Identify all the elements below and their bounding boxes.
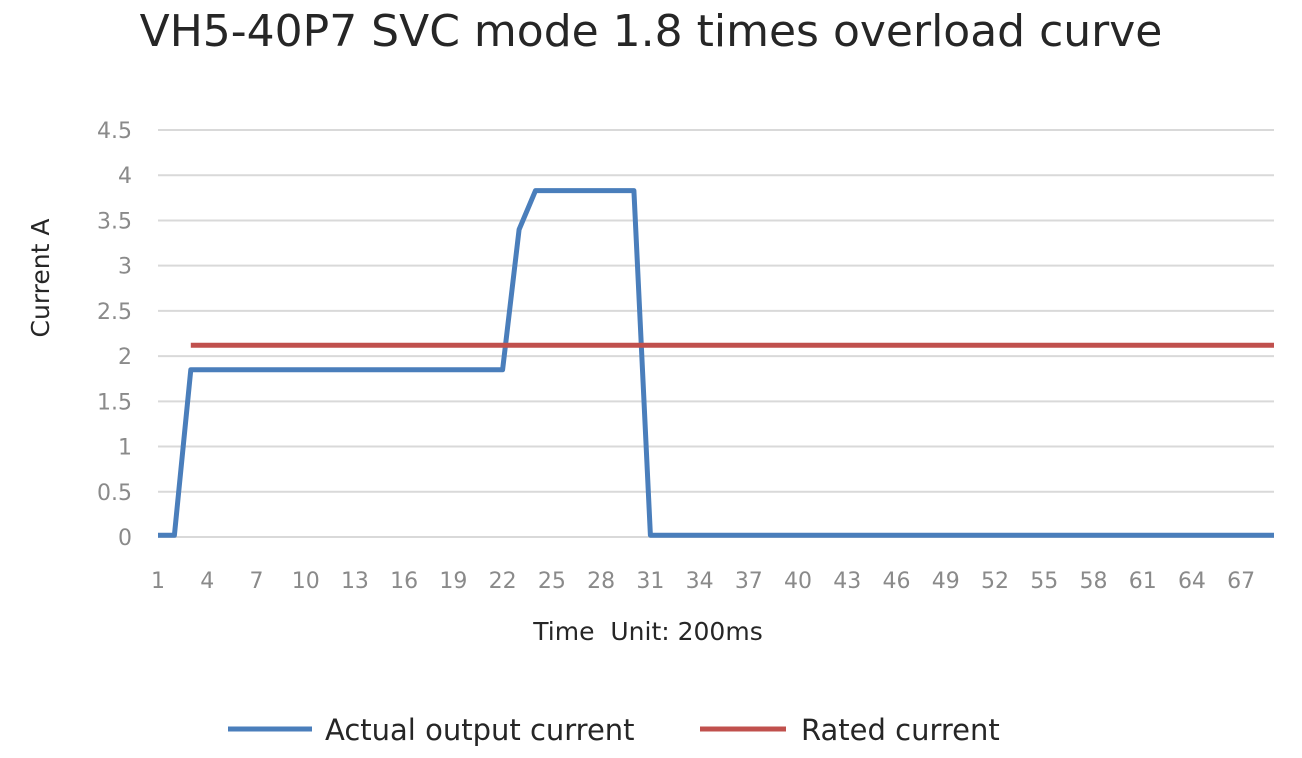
x-tick-label: 10 <box>292 569 320 594</box>
x-tick-label: 25 <box>538 569 566 594</box>
x-tick-label: 22 <box>489 569 517 594</box>
y-axis-ticks: 0 0.5 1 1.5 2 2.5 3 3.5 4 4.5 <box>97 119 132 551</box>
x-tick-label: 16 <box>390 569 418 594</box>
series-lines <box>158 188 1274 538</box>
y-tick-label: 2 <box>118 345 132 370</box>
x-axis-ticks: 1 4 7 10 13 16 19 22 25 28 31 34 37 40 43 46 49 52 55 58 61 6… <box>151 569 1255 594</box>
x-tick-label: 7 <box>249 569 263 594</box>
x-tick-label: 46 <box>883 569 911 594</box>
y-tick-label: 4 <box>118 164 132 189</box>
x-tick-label: 37 <box>735 569 763 594</box>
y-axis-title: Current A <box>26 219 55 338</box>
x-tick-label: 1 <box>151 569 165 594</box>
x-tick-label: 19 <box>439 569 467 594</box>
legend-label: Rated current <box>801 713 1000 747</box>
y-tick-label: 3.5 <box>97 209 132 234</box>
chart-title: VH5-40P7 SVC mode 1.8 times overload cur… <box>139 6 1163 57</box>
y-tick-label: 1 <box>118 436 132 461</box>
y-tick-label: 2.5 <box>97 300 132 325</box>
x-tick-label: 13 <box>341 569 369 594</box>
legend-label: Actual output current <box>325 713 635 747</box>
x-tick-label: 64 <box>1178 569 1206 594</box>
legend: Actual output current Rated current <box>228 713 1000 747</box>
x-tick-label: 34 <box>686 569 714 594</box>
x-tick-label: 55 <box>1030 569 1058 594</box>
x-tick-label: 58 <box>1079 569 1107 594</box>
x-tick-label: 43 <box>833 569 861 594</box>
y-tick-label: 4.5 <box>97 119 132 144</box>
x-tick-label: 28 <box>587 569 615 594</box>
x-tick-label: 31 <box>636 569 664 594</box>
x-tick-label: 61 <box>1129 569 1157 594</box>
x-tick-label: 52 <box>981 569 1009 594</box>
y-tick-label: 1.5 <box>97 390 132 415</box>
x-axis-title: Time Unit: 200ms <box>532 617 762 646</box>
y-tick-label: 0.5 <box>97 481 132 506</box>
x-tick-label: 67 <box>1227 569 1255 594</box>
y-tick-label: 0 <box>118 526 132 551</box>
gridlines <box>158 129 1274 538</box>
y-tick-label: 3 <box>118 255 132 280</box>
x-tick-label: 40 <box>784 569 812 594</box>
x-tick-label: 4 <box>200 569 214 594</box>
x-tick-label: 49 <box>932 569 960 594</box>
series-line-actual-output-current <box>158 188 1274 538</box>
